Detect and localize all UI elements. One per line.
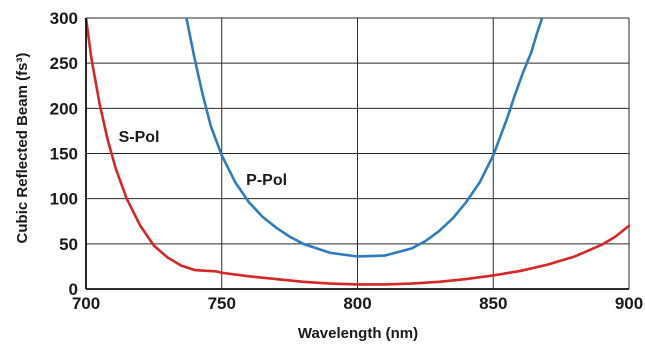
x-tick-label: 900 <box>615 294 643 313</box>
x-tick-label: 800 <box>343 294 371 313</box>
x-tick-label: 750 <box>208 294 236 313</box>
x-tick-labels: 700 750 800 850 900 <box>72 294 643 313</box>
y-tick-label: 100 <box>50 190 78 209</box>
y-tick-label: 250 <box>50 54 78 73</box>
series-line-p-pol <box>185 18 544 258</box>
y-tick-label: 200 <box>50 99 78 118</box>
x-axis-title: Wavelength (nm) <box>298 325 418 342</box>
y-tick-label: 50 <box>59 235 78 254</box>
series-annotations: S-Pol P-Pol <box>119 129 287 189</box>
y-tick-label: 0 <box>69 280 78 299</box>
series-annotation: P-Pol <box>246 172 287 189</box>
x-tick-label: 700 <box>72 294 100 313</box>
plot-frame <box>85 18 629 290</box>
y-axis-title: Cubic Reflected Beam (fs³) <box>14 53 31 244</box>
y-tick-labels: 0 50 100 150 200 250 300 <box>50 9 78 299</box>
series-lines <box>84 18 631 286</box>
grid <box>85 17 630 290</box>
y-tick-label: 300 <box>50 9 78 28</box>
x-tick-label: 850 <box>479 294 507 313</box>
series-annotation: S-Pol <box>119 129 160 146</box>
y-tick-label: 150 <box>50 145 78 164</box>
series-line-s-pol <box>84 18 631 286</box>
